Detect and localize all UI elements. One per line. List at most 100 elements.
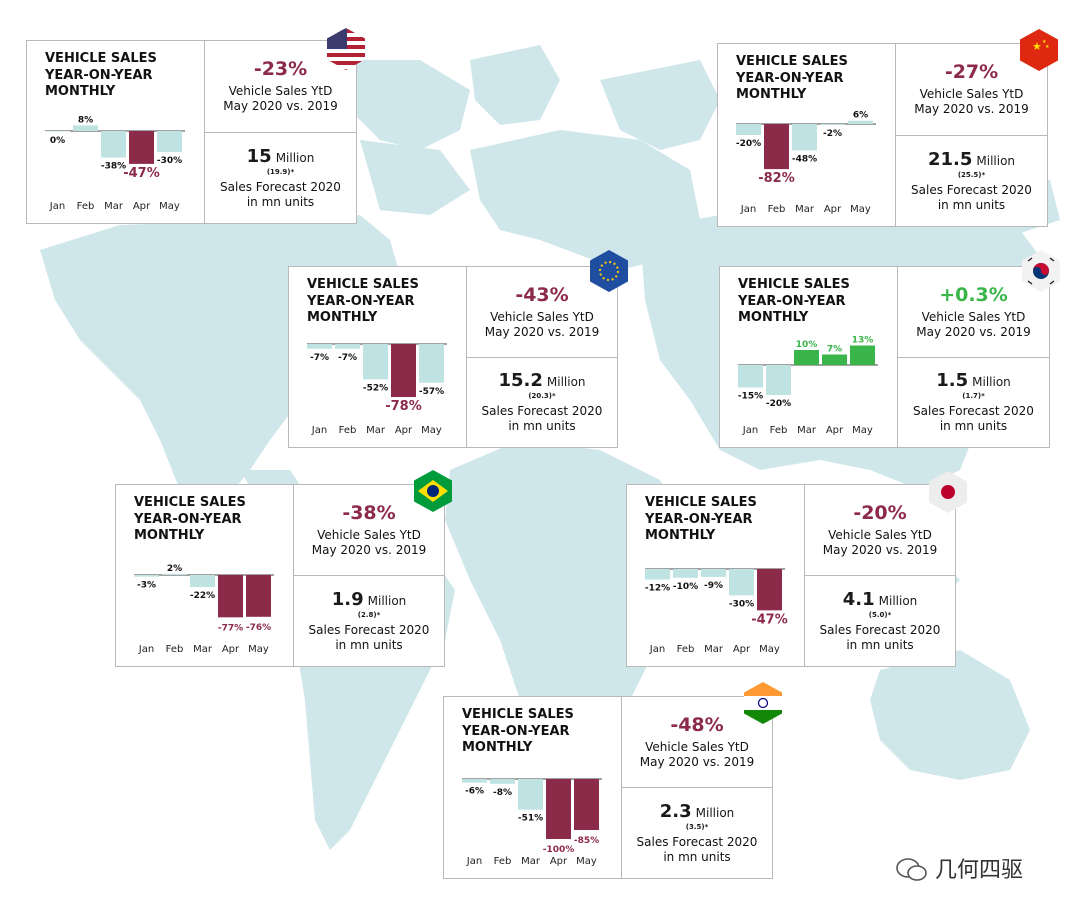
category-label-feb: Feb	[494, 856, 512, 867]
panel-japan: VEHICLE SALES YEAR-ON-YEAR MONTHLY -12% J…	[626, 484, 956, 667]
value-label-may: -76%	[246, 623, 271, 633]
bar-feb	[490, 779, 515, 784]
ytd-label-1: Vehicle Sales YtD	[645, 740, 749, 754]
forecast-box: 1.5 Million (1.7)* Sales Forecast 2020 in…	[898, 358, 1049, 448]
chart-title: VEHICLE SALES YEAR-ON-YEAR MONTHLY	[462, 707, 574, 755]
bar-may	[246, 575, 271, 617]
bar-may	[419, 344, 444, 383]
usa-flag-icon	[327, 28, 365, 70]
category-label-mar: Mar	[795, 204, 815, 215]
ytd-label-2: May 2020 vs. 2019	[916, 324, 1031, 339]
bar-may	[848, 120, 873, 124]
category-label-feb: Feb	[770, 425, 788, 436]
value-label-apr: 7%	[827, 345, 842, 355]
value-label-apr: -2%	[823, 129, 842, 139]
india-flag-icon	[744, 682, 782, 724]
value-label-jan: -12%	[645, 584, 670, 594]
stats-area: -48% Vehicle Sales YtD May 2020 vs. 2019…	[622, 697, 772, 878]
forecast-label-1: Sales Forecast 2020	[819, 623, 941, 637]
category-label-may: May	[850, 204, 871, 215]
ytd-label-2: May 2020 vs. 2019	[914, 102, 1029, 117]
bar-mar	[794, 350, 819, 365]
bar-apr	[129, 131, 154, 164]
bar-feb	[335, 344, 360, 349]
value-label-mar: 10%	[796, 340, 818, 350]
panel-us: VEHICLE SALES YEAR-ON-YEAR MONTHLY 0% Jan…	[26, 40, 357, 224]
category-label-may: May	[852, 425, 873, 436]
japan-flag-icon	[929, 471, 967, 513]
svg-text:★: ★	[1045, 44, 1050, 50]
category-label-feb: Feb	[166, 644, 184, 655]
value-label-feb: -10%	[673, 582, 698, 592]
category-label-feb: Feb	[339, 425, 357, 436]
value-label-apr: -30%	[729, 599, 754, 609]
category-label-jan: Jan	[742, 425, 758, 436]
forecast-label-2: in mn units	[937, 197, 1006, 212]
forecast-label-1: Sales Forecast 2020	[911, 182, 1032, 197]
forecast-value: 1.5	[936, 370, 969, 392]
forecast-value: 21.5	[927, 148, 973, 170]
value-label-jan: -3%	[137, 581, 156, 591]
forecast-label-2: in mn units	[246, 194, 315, 209]
ytd-label-2: May 2020 vs. 2019	[484, 324, 600, 339]
forecast-label-2: in mn units	[939, 419, 1008, 434]
category-label-may: May	[248, 644, 269, 655]
ytd-box: -23% Vehicle Sales YtD May 2020 vs. 2019	[205, 41, 356, 133]
panel-china: VEHICLE SALES YEAR-ON-YEAR MONTHLY -20% J…	[717, 43, 1048, 227]
forecast-unit: Million	[976, 153, 1016, 168]
category-label-jan: Jan	[649, 644, 665, 655]
stats-area: -20% Vehicle Sales YtD May 2020 vs. 2019…	[805, 485, 955, 666]
ytd-label-1: Vehicle Sales YtD	[919, 87, 1024, 102]
forecast-unit: Million	[878, 594, 918, 608]
forecast-unit: Million	[695, 806, 735, 820]
value-label-feb: 2%	[167, 564, 182, 574]
eu-flag-icon	[590, 250, 628, 292]
panel-brazil: VEHICLE SALES YEAR-ON-YEAR MONTHLY -3% Ja…	[115, 484, 445, 667]
china-flag-icon: ★ ★ ★	[1020, 29, 1058, 71]
forecast-prev: (19.9)*	[266, 167, 295, 176]
forecast-value: 2.3	[659, 801, 692, 822]
ytd-box: -48% Vehicle Sales YtD May 2020 vs. 2019	[622, 697, 772, 788]
bar-chart: -15% Jan -20% Feb 10% Mar 7% Apr 13% May	[738, 336, 878, 436]
category-label-mar: Mar	[521, 856, 541, 867]
ytd-box: -20% Vehicle Sales YtD May 2020 vs. 2019	[805, 485, 955, 576]
ytd-value: -43%	[515, 283, 569, 306]
ytd-box: -43% Vehicle Sales YtD May 2020 vs. 2019	[467, 267, 617, 358]
forecast-prev: (20.3)*	[528, 392, 556, 401]
category-label-apr: Apr	[550, 856, 568, 867]
bar-chart: -12% Jan -10% Feb -9% Mar -30% Apr -47% May	[645, 568, 788, 655]
bar-chart: -6% Jan -8% Feb -51% Mar-100%Apr -85% May	[462, 778, 602, 867]
value-label-may: 6%	[853, 111, 868, 121]
category-label-apr: Apr	[133, 201, 151, 212]
category-label-mar: Mar	[704, 644, 724, 655]
ytd-box: -38% Vehicle Sales YtD May 2020 vs. 2019	[294, 485, 444, 576]
value-label-mar: -9%	[704, 581, 723, 591]
svg-text:★: ★	[1042, 39, 1047, 45]
category-label-apr: Apr	[395, 425, 413, 436]
bar-jan	[45, 131, 70, 132]
stats-area: +0.3% Vehicle Sales YtD May 2020 vs. 201…	[898, 267, 1049, 447]
bar-feb	[764, 124, 789, 170]
category-label-mar: Mar	[366, 425, 386, 436]
forecast-value: 1.9	[331, 589, 364, 610]
bar-mar	[190, 575, 215, 588]
bar-apr	[218, 575, 243, 618]
chart-area: VEHICLE SALES YEAR-ON-YEAR MONTHLY -3% Ja…	[116, 485, 294, 666]
stats-area: -23% Vehicle Sales YtD May 2020 vs. 2019…	[205, 41, 356, 223]
bar-feb	[673, 569, 698, 578]
south-korea-flag-icon	[1022, 250, 1060, 292]
chart-title: VEHICLE SALES YEAR-ON-YEAR MONTHLY	[45, 51, 157, 99]
panel-korea: VEHICLE SALES YEAR-ON-YEAR MONTHLY -15% J…	[719, 266, 1050, 448]
stats-area: -38% Vehicle Sales YtD May 2020 vs. 2019…	[294, 485, 444, 666]
ytd-value: -20%	[853, 502, 907, 524]
value-label-mar: -48%	[792, 154, 817, 164]
value-label-feb: -8%	[493, 788, 512, 798]
value-label-apr: -78%	[385, 399, 422, 414]
chart-title: VEHICLE SALES YEAR-ON-YEAR MONTHLY	[134, 495, 246, 543]
forecast-label-2: in mn units	[335, 638, 403, 652]
value-label-mar: -51%	[518, 814, 543, 824]
chart-title: VEHICLE SALES YEAR-ON-YEAR MONTHLY	[736, 54, 848, 102]
category-label-mar: Mar	[797, 425, 817, 436]
ytd-value: -38%	[342, 502, 396, 524]
chart-area: VEHICLE SALES YEAR-ON-YEAR MONTHLY -7% Ja…	[289, 267, 467, 447]
